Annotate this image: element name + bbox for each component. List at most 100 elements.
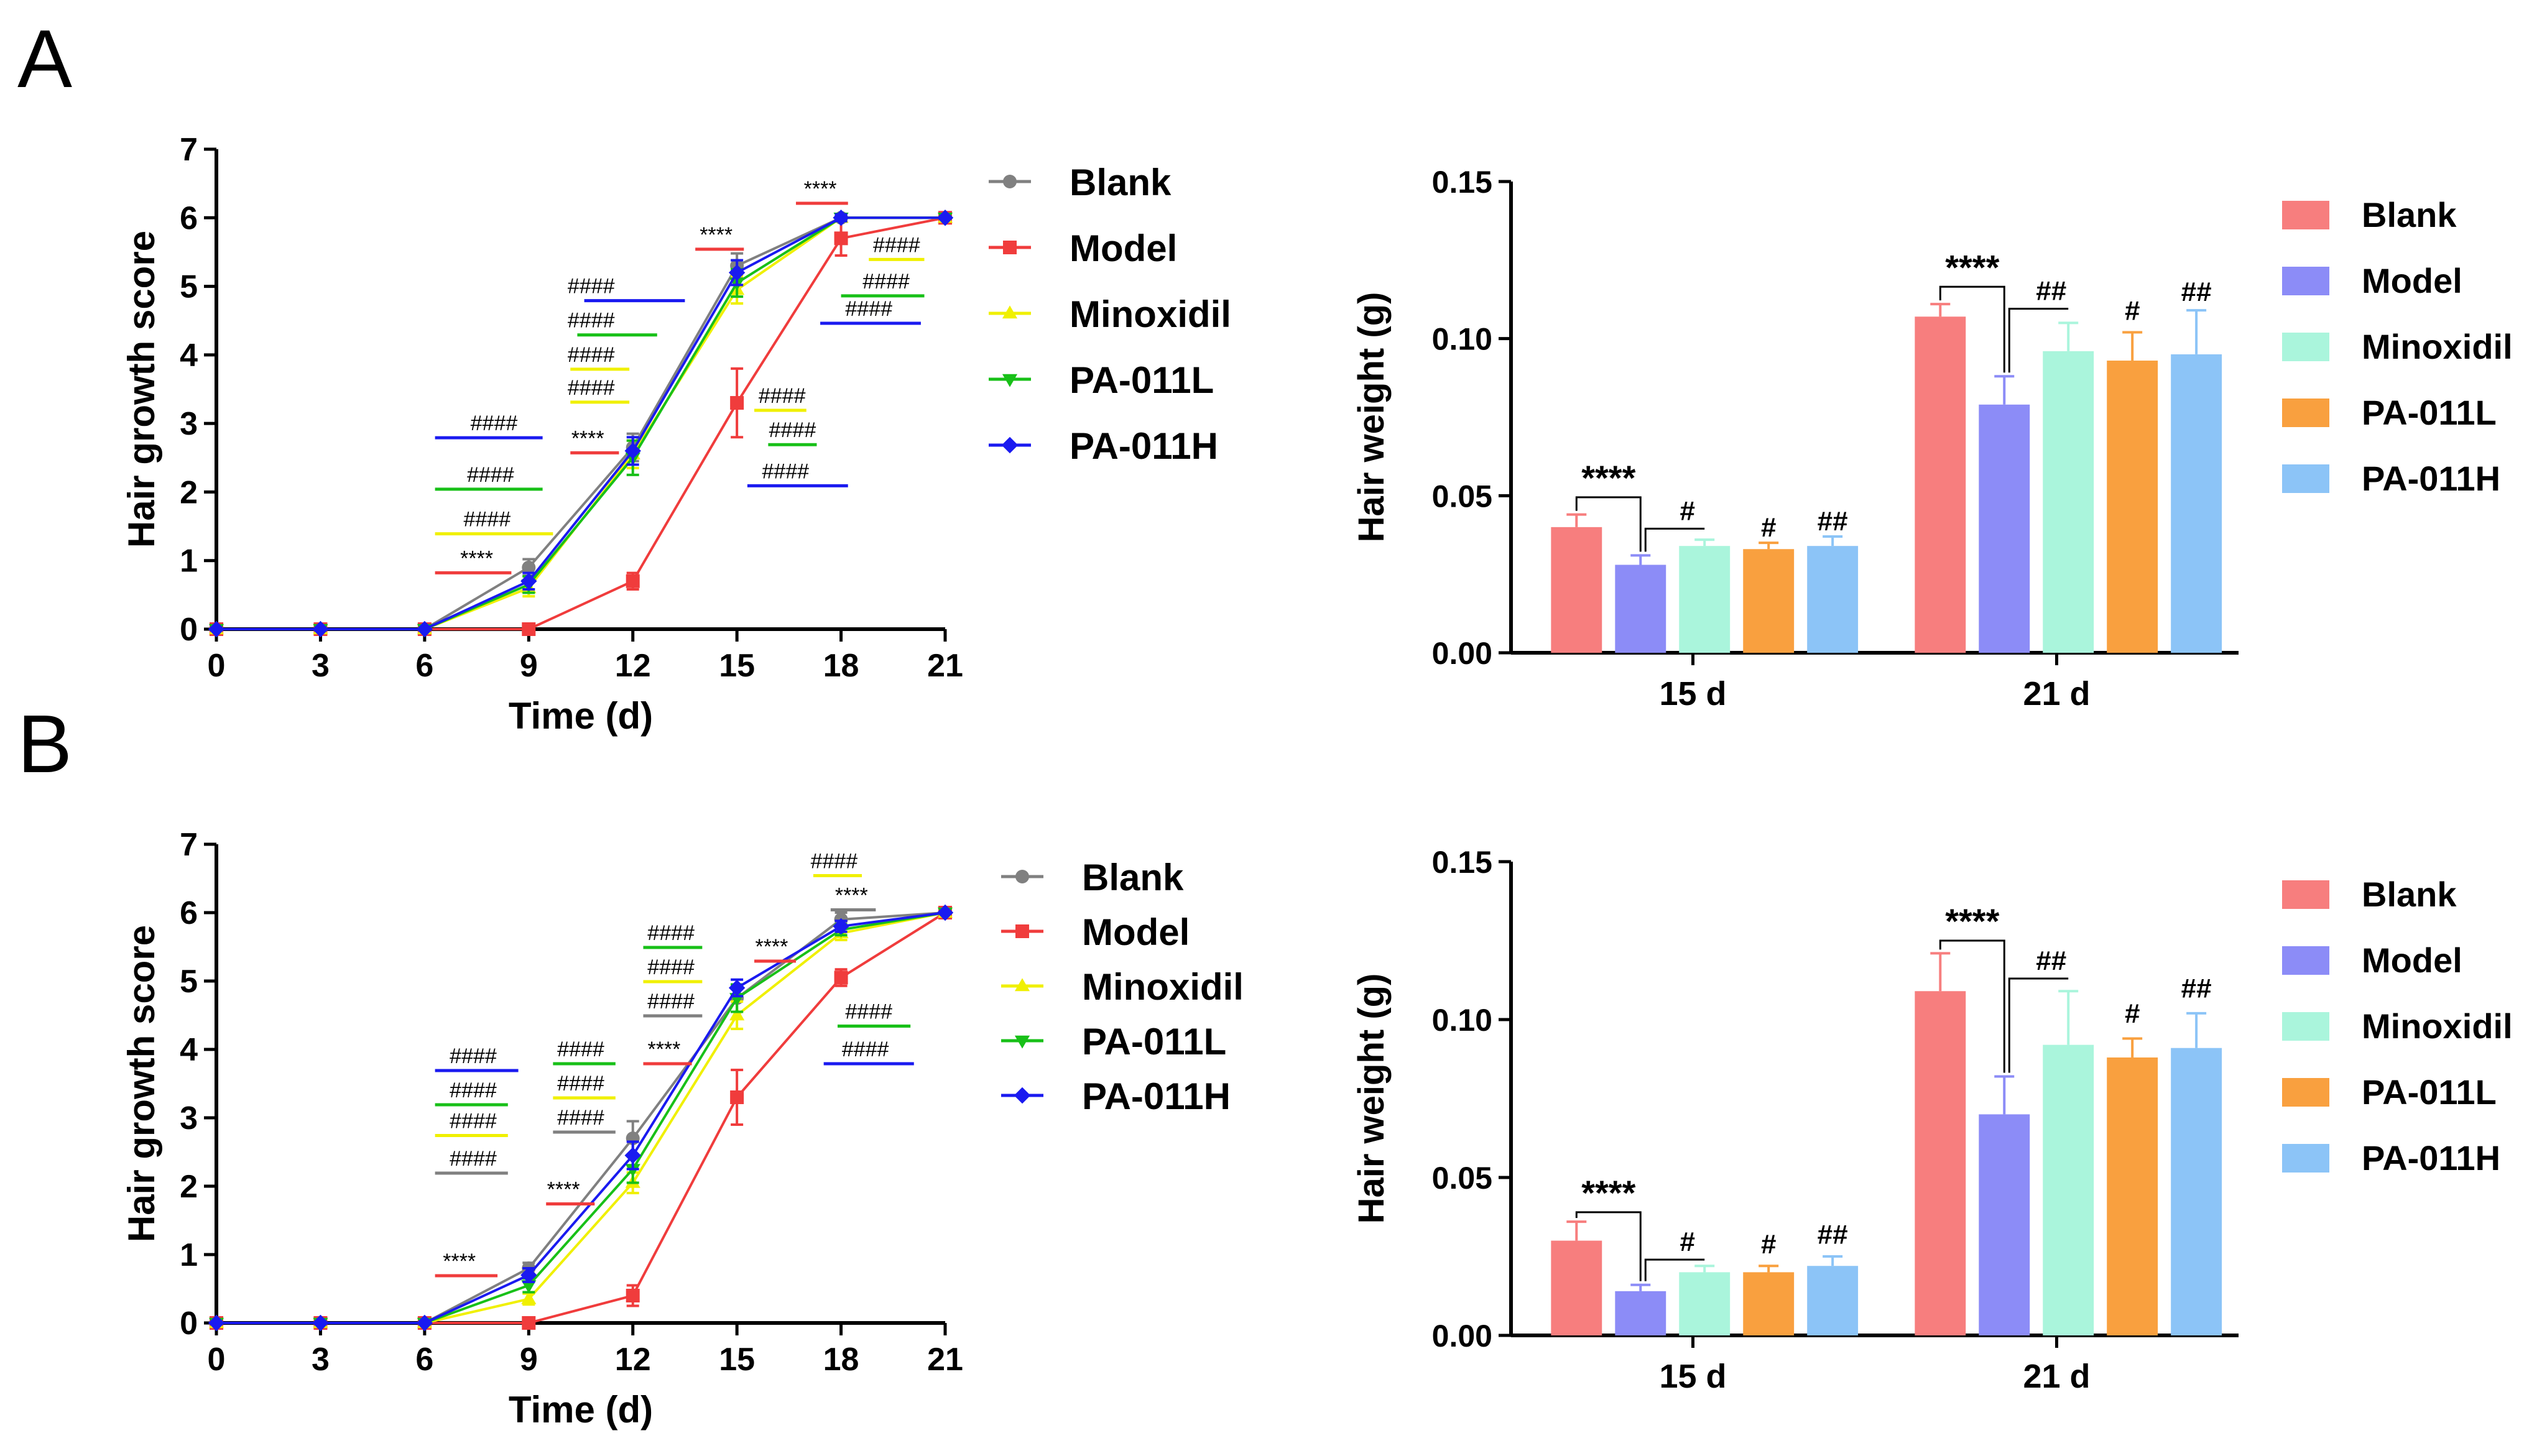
legend-marker [1015,870,1029,883]
y-tick-label: 7 [180,132,198,168]
x-tick-label: 0 [208,648,226,684]
significance-mark: #### [647,990,695,1013]
data-point [522,1316,536,1330]
y-tick-label: 0 [180,1306,198,1342]
series-minoxidil [1679,321,2094,653]
x-tick-label: 12 [615,1342,651,1378]
significance-mark: #### [845,297,892,321]
significance-mark: **** [1581,458,1635,497]
data-point [416,1314,433,1332]
significance-bracket [1575,1211,1642,1281]
bar [1807,546,1859,653]
data-point [521,1280,537,1294]
significance-mark: #### [647,921,695,945]
legend-marker [1001,436,1019,454]
legend-label: Model [1082,911,1190,953]
legend-item-model: Model [2282,941,2462,980]
legend-item-pa-011l: PA-011L [989,359,1214,401]
x-tick-label: 21 d [2023,1358,2090,1395]
y-tick-label: 6 [180,200,198,236]
y-tick-label: 0.05 [1432,1161,1492,1196]
legend-swatch [2282,880,2329,909]
series-blank [1551,303,1966,653]
significance-mark: #### [467,463,514,487]
legend-label: PA-011H [1082,1076,1231,1117]
y-tick-label: 2 [180,474,198,510]
significance-mark: #### [769,418,816,442]
bar [1915,991,1966,1335]
bar [2107,1057,2158,1335]
series-line-pa-011h [216,911,946,1324]
bar [1979,404,2030,653]
data-point [312,1314,329,1332]
significance-mark: #### [811,850,858,873]
significance-mark: #### [557,1072,604,1095]
legend-item-model: Model [989,228,1177,269]
significance-mark: **** [700,223,733,247]
significance-mark: #### [762,459,809,483]
significance-mark: #### [568,376,615,400]
x-tick-label: 15 d [1659,675,1726,712]
legend-item-minoxidil: Minoxidil [2282,1007,2513,1046]
data-point [520,573,537,589]
significance-mark: **** [1581,1173,1635,1212]
legend-marker [1014,1035,1030,1049]
significance-mark: ## [1818,1220,1848,1250]
legend-item-blank: Blank [989,162,1172,203]
legend-item-pa-011h: PA-011H [989,425,1218,467]
y-tick-label: 0 [180,612,198,648]
bar [2107,361,2158,653]
legend-label: Blank [2362,875,2457,914]
y-axis-title: Hair growth score [121,231,162,548]
legend-label: Blank [2362,195,2457,234]
significance-mark: #### [568,309,615,333]
significance-bracket [1939,285,2005,373]
legend-label: PA-011H [1070,425,1218,467]
series-pa-011h [1807,1011,2222,1335]
legend-item-pa-011l: PA-011L [2282,393,2497,432]
data-point [208,620,225,638]
significance-mark: #### [450,1079,497,1102]
bar [1679,1272,1731,1335]
bar [2043,1044,2094,1335]
legend-item-blank: Blank [1001,857,1184,898]
significance-mark: # [2125,998,2140,1029]
legend-item-model: Model [1001,911,1190,953]
significance-mark: **** [460,546,493,570]
y-tick-label: 0.15 [1432,845,1492,880]
series-pa-011l [1743,331,2158,653]
data-point [520,1266,537,1284]
bar [1551,527,1602,653]
legend-label: Minoxidil [2362,327,2513,366]
significance-mark: **** [547,1178,580,1202]
y-tick-label: 0.15 [1432,165,1492,200]
legend-item-pa-011l: PA-011L [2282,1072,2497,1112]
chart-b-bar: 0.00 0.05 0.10 0.15 Hair weight (g) 15 d 21 d *… [1351,845,2513,1395]
y-tick-label: 0.00 [1432,636,1492,671]
series-pa-011l [1743,1037,2158,1335]
x-tick-label: 21 [927,648,963,684]
data-point [834,970,848,985]
bar [1915,316,1966,653]
significance-mark: ## [2181,277,2212,307]
y-tick-label: 3 [180,1100,198,1136]
significance-mark: **** [571,426,604,450]
y-tick-label: 0.00 [1432,1319,1492,1353]
significance-mark: **** [443,1250,476,1273]
legend-item-minoxidil: Minoxidil [989,293,1231,335]
significance-mark: ## [2181,973,2212,1003]
significance-mark: #### [862,270,910,293]
y-axis-title: Hair weight (g) [1351,974,1392,1224]
legend-label: Blank [1070,162,1172,203]
significance-bracket [2008,977,2069,1073]
series-model [1615,375,2030,653]
series-minoxidil [208,210,953,635]
significance-mark: #### [557,1106,604,1130]
data-point [626,574,640,588]
legend-label: Model [2362,941,2462,980]
significance-mark: #### [759,384,806,408]
bar [1979,1114,2030,1335]
legend-marker [1014,978,1030,992]
significance-mark: # [1680,1227,1694,1257]
significance-mark: #### [568,275,615,298]
